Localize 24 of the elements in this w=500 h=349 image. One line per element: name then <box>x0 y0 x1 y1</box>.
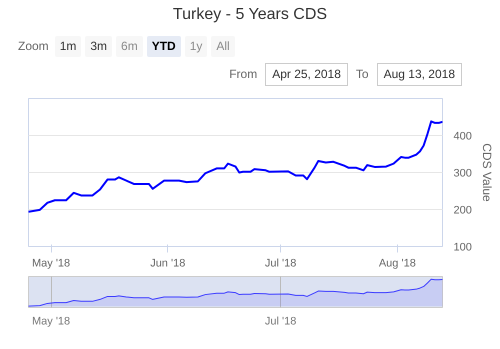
text: YTD <box>146 36 181 58</box>
x-tick-label: May '18 <box>32 316 70 328</box>
text: 1m <box>54 36 82 58</box>
chart-title: Turkey - 5 Years CDS <box>172 5 328 25</box>
text: 6m <box>116 36 143 58</box>
text: Aug 13, 2018 <box>376 63 462 86</box>
y-axis-title: CDS Value <box>480 143 494 202</box>
y-tick-label: 400 <box>454 130 472 142</box>
x-tick-label: Jun '18 <box>150 258 186 270</box>
y-tick-label: 300 <box>454 168 472 180</box>
text: Zoom <box>18 39 49 53</box>
x-tick-label: Jul '18 <box>264 258 296 270</box>
text: Apr 25, 2018 <box>265 63 348 86</box>
text: All <box>211 36 235 58</box>
text: 3m <box>85 36 112 58</box>
x-tick-label: May '18 <box>32 258 70 270</box>
y-tick-label: 200 <box>454 204 472 216</box>
x-tick-label: Aug '18 <box>378 258 416 270</box>
x-tick-label: Jul '18 <box>264 316 296 328</box>
text: From <box>229 67 258 82</box>
y-tick-label: 100 <box>454 242 472 254</box>
text: To <box>356 67 369 82</box>
line-series <box>28 120 442 213</box>
text: 1y <box>184 36 208 58</box>
